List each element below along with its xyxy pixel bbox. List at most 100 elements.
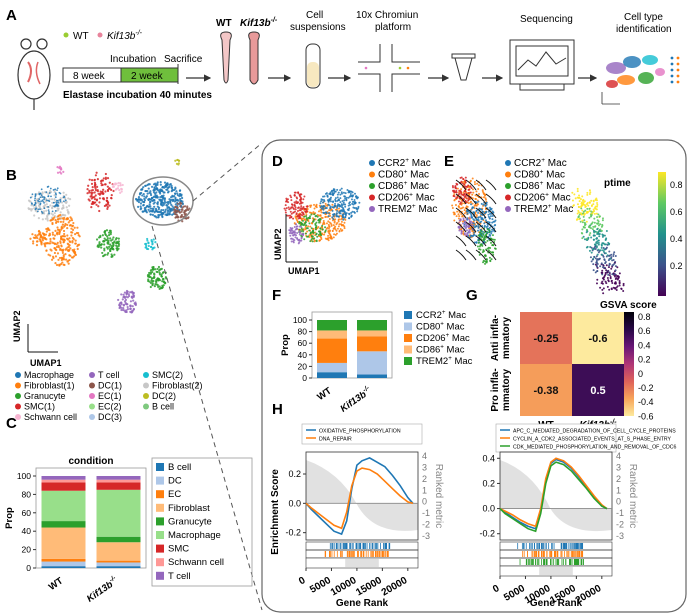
ptime-dot xyxy=(592,229,595,232)
chart-h1-xtick-label: 20000 xyxy=(380,575,410,599)
chart-c-bar-0-4 xyxy=(41,521,86,528)
chart-f-bar-1-1 xyxy=(357,351,387,375)
ptime-plot xyxy=(571,187,625,295)
legend-b-item-7-dot xyxy=(89,393,95,399)
chart-c-legend-label-7: Schwann cell xyxy=(168,557,224,568)
chart-f-legend-label-0: CCR2+ Mac xyxy=(416,309,466,321)
ptime-dot xyxy=(608,274,611,277)
chart-f-legend-swatch-0 xyxy=(404,311,412,319)
velocity-arrow xyxy=(465,193,477,205)
legend-b-item-9-label: SMC(1) xyxy=(24,402,55,412)
ptime-dot xyxy=(595,246,598,249)
chart-c-ylabel: Prop xyxy=(4,507,15,529)
chart-f-ylabel: Prop xyxy=(280,334,291,356)
ptime-dot xyxy=(576,187,579,190)
velocity-arrow xyxy=(485,193,497,205)
ptime-dot xyxy=(602,292,605,295)
chart-h1-ylabel: Enrichment Score xyxy=(270,469,281,555)
chart-h1-legend-label-1: DNA_REPAIR xyxy=(319,437,352,443)
wt-legend-label: WT xyxy=(73,31,89,42)
chart-h2-series-2 xyxy=(499,461,608,533)
chart-h1-rug-frame-0 xyxy=(305,541,419,551)
chart-h2-y2tick-label: 4 xyxy=(616,451,621,461)
ptime-dot xyxy=(598,229,601,232)
velocity-arrow xyxy=(455,193,467,205)
ptime-dot xyxy=(611,282,614,285)
gsva-colorbar-tick: 0 xyxy=(638,369,643,379)
ptime-dot xyxy=(594,243,597,246)
heatmap-cell-1-1 xyxy=(572,364,624,416)
gsva-colorbar-tick: -0.2 xyxy=(638,383,654,393)
cluster-ec2 xyxy=(146,265,168,290)
legend-e-item-1-dot xyxy=(505,171,511,178)
cluster-d-ccr2 xyxy=(319,187,361,221)
chart-c-legend-swatch-6 xyxy=(156,544,164,553)
chart-c-title: condition xyxy=(69,456,114,467)
ptime-dot xyxy=(586,245,589,248)
chart-c-legend-label-6: SMC xyxy=(168,544,189,555)
week1-label: 8 week xyxy=(73,71,106,82)
legend-b-item-7-label: EC(1) xyxy=(98,391,122,401)
ptime-dot xyxy=(600,244,603,247)
ptime-dot xyxy=(599,249,602,252)
ptime-dot xyxy=(607,273,610,276)
cluster-tcell xyxy=(117,289,137,314)
cluster-smc1 xyxy=(86,171,115,213)
chart-c-bar-1-8 xyxy=(96,476,141,480)
aorta-ko-icon xyxy=(248,31,260,85)
ptime-dot xyxy=(601,282,604,285)
ptime-dot xyxy=(592,200,595,203)
ptime-dot xyxy=(608,262,611,265)
ptime-dot xyxy=(582,210,585,213)
ptime-dot xyxy=(577,216,580,219)
ptime-dot xyxy=(603,266,606,269)
ptime-dot xyxy=(622,284,625,287)
velocity-arrow xyxy=(455,207,467,219)
chart-h2-ytick-label: 0.4 xyxy=(482,453,495,463)
ptime-dot xyxy=(595,208,598,211)
legend-e-item-2-dot xyxy=(505,183,511,189)
chart-h2-y2tick-label: -3 xyxy=(616,531,624,541)
ptime-dot xyxy=(595,205,598,208)
legend-e-item-2-label: CD86+ Mac xyxy=(514,180,565,192)
legend-e-item-3-dot xyxy=(505,194,511,201)
legend-b-item-1-dot xyxy=(89,372,95,378)
chart-h1-y2tick-label: 4 xyxy=(422,451,427,461)
chart-c-ytick-label: 60 xyxy=(22,508,32,518)
legend-d-item-1-dot xyxy=(369,171,375,178)
ptime-dot xyxy=(584,206,587,209)
chart-c-bar-0-6 xyxy=(41,482,86,491)
ptime-dot xyxy=(576,212,579,215)
velocity-arrow xyxy=(475,193,487,205)
chart-c-legend-swatch-2 xyxy=(156,490,164,499)
step-id2-label: identification xyxy=(616,24,672,35)
ptime-dot xyxy=(614,255,617,258)
ptime-dot xyxy=(582,215,585,218)
heatmap-row-label-1: Pro infla-mmatory xyxy=(490,368,512,411)
chart-f-ytick-label: 60 xyxy=(298,338,308,348)
ptime-dot xyxy=(588,189,591,192)
ptime-dot xyxy=(597,241,600,244)
ptime-dot xyxy=(604,238,607,241)
velocity-arrow xyxy=(465,235,477,247)
chart-f-bar-0-0 xyxy=(317,372,347,378)
velocity-arrow xyxy=(465,179,477,191)
ptime-dot xyxy=(597,239,600,242)
ptime-dot xyxy=(588,201,591,204)
heatmap-cell-0-1 xyxy=(572,312,624,364)
ptime-dot xyxy=(596,232,599,235)
ptime-dot xyxy=(591,212,594,215)
chart-h1-y2tick-label: 3 xyxy=(422,462,427,472)
zoom-connector-top xyxy=(192,142,263,202)
legend-b-item-10-dot xyxy=(89,403,95,410)
ptime-dot xyxy=(622,289,625,292)
ptime-dot xyxy=(596,228,599,231)
umap-b-legend: Macrophage T cell SMC(2) Fibroblast(1) DC(1)… xyxy=(15,370,203,422)
legend-d-item-2-dot xyxy=(369,183,375,189)
microfluidic-chip-icon xyxy=(358,44,420,92)
ptime-dot xyxy=(572,204,575,207)
chart-c-legend-swatch-3 xyxy=(156,503,164,512)
ptime-dot xyxy=(602,234,605,237)
umap-e-velocity-plot xyxy=(451,176,497,265)
chart-h2-y2label: Ranked metric xyxy=(627,464,638,528)
